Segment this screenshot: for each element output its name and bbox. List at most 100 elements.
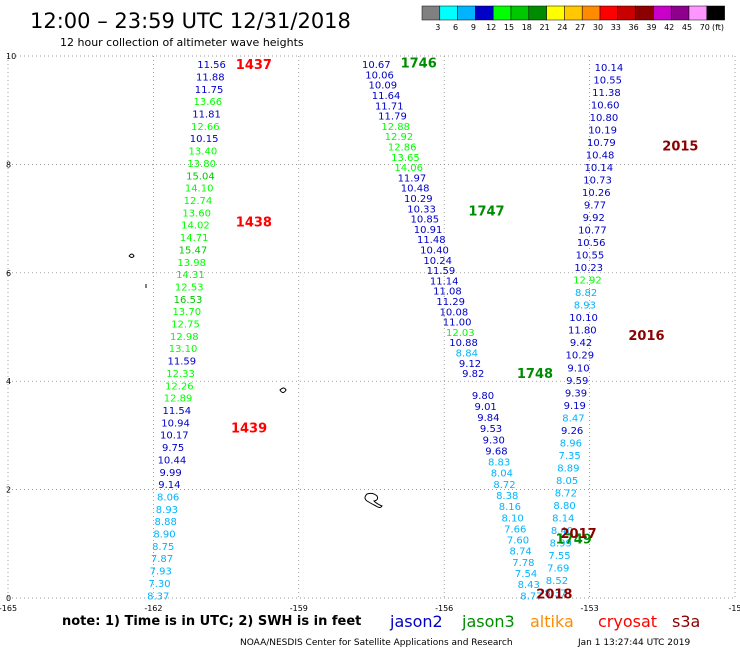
wave-height-value: 10.88 [449, 338, 478, 349]
colorbar-swatch [510, 5, 530, 21]
y-tick-label: 10 [6, 52, 16, 61]
wave-height-value: 10.85 [410, 215, 439, 226]
wave-height-value: 7.69 [547, 564, 569, 575]
wave-height-value: 7.66 [504, 524, 526, 535]
wave-height-value: 15.47 [179, 245, 208, 256]
page-subtitle: 12 hour collection of altimeter wave hei… [60, 36, 304, 49]
wave-height-value: 13.60 [182, 208, 211, 219]
wave-height-value: 9.30 [483, 435, 505, 446]
wave-height-value: 10.48 [401, 184, 430, 195]
wave-height-value: 10.17 [160, 431, 189, 442]
wave-height-value: 8.72 [555, 488, 577, 499]
wave-height-value: 10.48 [586, 150, 615, 161]
wave-height-value: 12.92 [385, 132, 414, 143]
wave-height-value: 9.42 [570, 338, 592, 349]
x-tick-label: -153 [581, 604, 599, 613]
x-tick-label: -162 [144, 604, 162, 613]
colorbar-swatch [688, 5, 708, 21]
colorbar-label: 3 [435, 23, 440, 32]
wave-height-value: 13.98 [177, 258, 206, 269]
wave-height-value: 10.06 [365, 70, 394, 81]
colorbar-swatch [706, 5, 725, 21]
wave-height-value: 8.77 [520, 591, 542, 602]
wave-height-value: 8.05 [556, 476, 578, 487]
wave-height-value: 9.14 [158, 480, 180, 491]
wave-height-value: 10.29 [404, 194, 433, 205]
wave-height-value: 10.73 [583, 175, 612, 186]
colorbar-label: 12 [486, 23, 496, 32]
wave-height-value: 11.75 [195, 85, 224, 96]
wave-height-value: 7.60 [507, 536, 529, 547]
wave-height-value: 8.93 [574, 301, 596, 312]
wave-height-value: 11.81 [192, 110, 221, 121]
footer-credit: NOAA/NESDIS Center for Satellite Applica… [240, 638, 513, 648]
pass-time-label: 1749 [556, 532, 592, 547]
wave-height-value: 11.88 [196, 72, 225, 83]
wave-height-value: 7.78 [512, 558, 534, 569]
wave-height-value: 8.43 [518, 580, 540, 591]
wave-height-value: 11.56 [197, 60, 226, 71]
wave-height-value: 9.84 [477, 413, 499, 424]
wave-height-value: 11.08 [433, 287, 462, 298]
wave-height-value: 10.23 [574, 263, 603, 274]
wave-height-value: 8.93 [156, 505, 178, 516]
colorbar-swatch [670, 5, 690, 21]
wave-height-value: 10.55 [593, 75, 622, 86]
wave-height-value: 10.33 [407, 204, 436, 215]
pass-time-labels: 1437 1438 1439 1746 1747 1748 1749 2015 2016 2017… [231, 57, 699, 603]
wave-height-value: 10.10 [569, 313, 598, 324]
wave-height-value: 11.79 [378, 112, 407, 123]
y-tick-label: 0 [6, 594, 11, 603]
footer-timestamp: Jan 1 13:27:44 UTC 2019 [577, 638, 690, 648]
pass-time-label: 1747 [468, 204, 504, 219]
colorbar-label: 36 [629, 23, 639, 32]
wave-height-value: 8.89 [557, 463, 579, 474]
wave-height-value: 11.64 [372, 91, 401, 102]
wave-height-value: 12.75 [171, 320, 200, 331]
pass-time-label: 1437 [236, 58, 272, 73]
wave-height-value: 10.80 [590, 113, 619, 124]
wave-height-value: 11.71 [375, 101, 404, 112]
wave-height-value: 14.10 [185, 184, 214, 195]
x-tick-label: -156 [435, 604, 453, 613]
colorbar-label: 24 [557, 23, 567, 32]
island-outline [279, 387, 287, 393]
legend-s3a: s3a [672, 612, 700, 631]
y-tick-label: 6 [6, 269, 11, 278]
wave-height-value: 12.26 [165, 381, 194, 392]
colorbar-unit: (ft) [712, 23, 724, 32]
wave-height-value: 8.52 [546, 576, 568, 587]
wave-height-value: 11.54 [163, 406, 192, 417]
wave-height-value: 12.66 [191, 122, 220, 133]
colorbar-swatch [635, 5, 654, 21]
wave-height-value: 12.88 [381, 122, 410, 133]
wave-height-value: 10.29 [565, 351, 594, 362]
wave-height-value: 8.10 [501, 513, 523, 524]
wave-height-value: 12.33 [166, 369, 195, 380]
wave-height-value: 9.26 [561, 426, 583, 437]
wave-height-value: 10.24 [423, 256, 452, 267]
wave-height-value: 10.14 [585, 163, 614, 174]
wave-height-value: 12.98 [170, 332, 199, 343]
units-note: note: 1) Time is in UTC; 2) SWH is in fe… [62, 614, 361, 629]
wave-height-value: 10.08 [440, 307, 469, 318]
colorbar: 3 6 9 12 15 18 21 24 27 30 33 36 39 42 45 70 [421, 5, 725, 32]
colorbar-label: 6 [453, 23, 458, 32]
island-outline [128, 253, 135, 258]
colorbar-label: 30 [593, 23, 603, 32]
colorbar-label: 45 [682, 23, 692, 32]
wave-height-value: 11.38 [592, 88, 621, 99]
colorbar-swatch [492, 5, 512, 21]
x-tick-label: -165 [0, 604, 17, 613]
colorbar-label: 9 [471, 23, 476, 32]
wave-height-value: 10.55 [576, 251, 605, 262]
colorbar-swatch [617, 5, 636, 21]
wave-height-value: 8.84 [456, 348, 478, 359]
wave-height-value: 8.82 [575, 288, 597, 299]
wave-height-value: 10.91 [414, 225, 443, 236]
wave-height-value: 10.60 [591, 100, 620, 111]
wave-height-value: 8.72 [493, 480, 515, 491]
wave-height-value: 10.09 [368, 81, 397, 92]
colorbar-label: 42 [664, 23, 674, 32]
grid [7, 55, 736, 599]
